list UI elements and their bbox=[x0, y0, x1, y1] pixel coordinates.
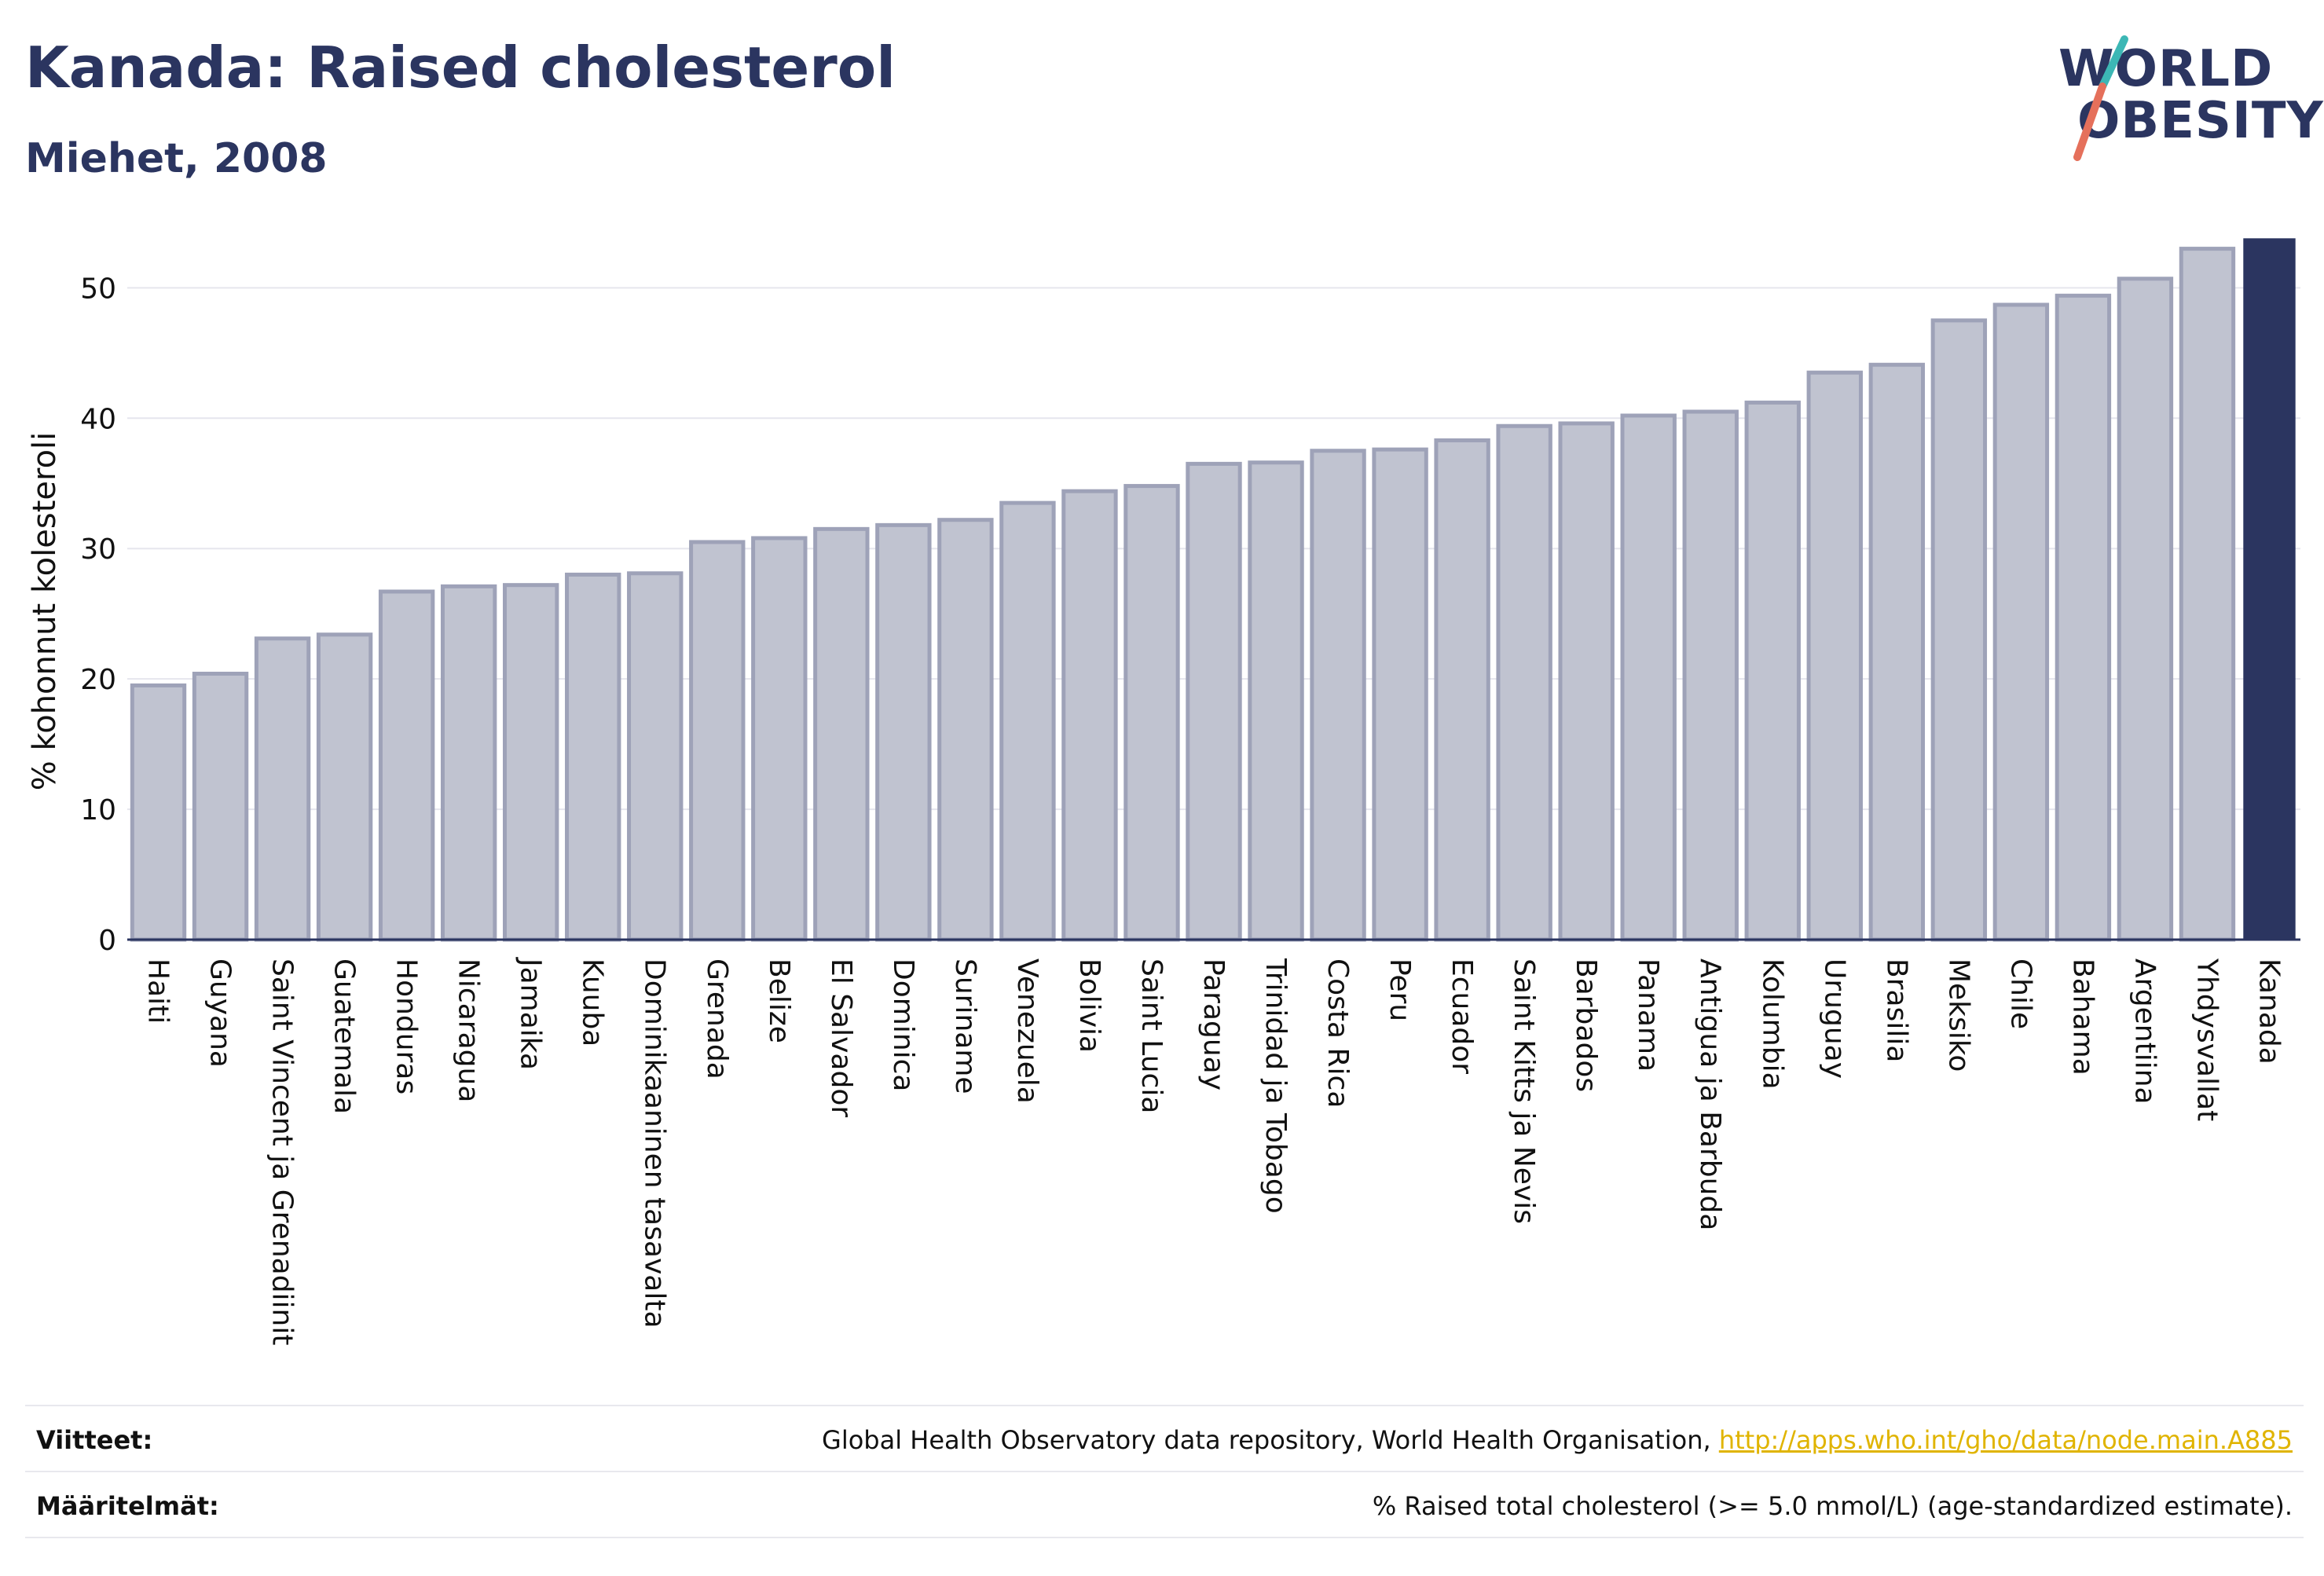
logo-slash-icon bbox=[2073, 35, 2128, 161]
definitions-value: % Raised total cholesterol (>= 5.0 mmol/… bbox=[1372, 1491, 2293, 1521]
x-tick-label: Uruguay bbox=[1818, 958, 1850, 1079]
bar bbox=[1868, 362, 1926, 942]
bar bbox=[1620, 413, 1677, 942]
x-tick-label: Honduras bbox=[390, 958, 423, 1094]
x-tick-label: Kuuba bbox=[577, 958, 609, 1046]
x-tick-label: Bahama bbox=[2066, 958, 2099, 1076]
bar bbox=[2243, 238, 2296, 940]
bar bbox=[1930, 318, 1988, 942]
x-tick-label: Antigua ja Barbuda bbox=[1694, 958, 1726, 1230]
y-tick-label: 0 bbox=[98, 925, 116, 957]
y-tick-label: 40 bbox=[80, 403, 116, 435]
bar bbox=[130, 683, 187, 942]
references-value: Global Health Observatory data repositor… bbox=[822, 1425, 2293, 1455]
x-tick-label: Saint Kitts ja Nevis bbox=[1508, 958, 1540, 1224]
bar bbox=[751, 536, 808, 942]
definitions-row: Määritelmät: % Raised total cholesterol … bbox=[25, 1471, 2304, 1538]
x-tick-label: Guatemala bbox=[328, 958, 361, 1114]
bar bbox=[2179, 247, 2236, 942]
bar bbox=[440, 584, 497, 942]
x-tick-label: Chile bbox=[2004, 958, 2036, 1029]
x-tick-label: Peru bbox=[1384, 958, 1416, 1021]
x-tick-label: Dominikaaninen tasavalta bbox=[639, 958, 671, 1329]
bar bbox=[1496, 423, 1552, 942]
x-tick-label: Dominica bbox=[887, 958, 919, 1092]
logo-line-2: OBESITY bbox=[2077, 92, 2324, 150]
y-axis-label: % kohonnut kolesteroli bbox=[27, 432, 63, 791]
bar bbox=[192, 672, 249, 942]
x-tick-label: Venezuela bbox=[1011, 958, 1043, 1104]
x-tick-label: Argentiina bbox=[2128, 958, 2161, 1105]
bar bbox=[875, 522, 932, 942]
references-row: Viitteet: Global Health Observatory data… bbox=[25, 1405, 2304, 1471]
bar bbox=[502, 583, 559, 942]
x-tick-label: Costa Rica bbox=[1321, 958, 1354, 1108]
bar bbox=[254, 636, 311, 942]
world-obesity-logo: WORLD OBESITY bbox=[2043, 31, 2323, 173]
bar bbox=[378, 589, 435, 942]
bar bbox=[999, 500, 1056, 942]
page-title: Kanada: Raised cholesterol bbox=[25, 35, 896, 101]
x-tick-label: Trinidad ja Tobago bbox=[1259, 958, 1292, 1214]
x-tick-label: Belize bbox=[763, 958, 795, 1043]
y-tick-label: 10 bbox=[80, 794, 116, 826]
x-tick-label: Meksiko bbox=[1942, 958, 1974, 1072]
bar bbox=[1682, 409, 1739, 942]
bar bbox=[627, 571, 684, 942]
bar bbox=[1558, 421, 1615, 942]
page-subtitle: Miehet, 2008 bbox=[25, 135, 328, 182]
references-text: Global Health Observatory data repositor… bbox=[822, 1425, 1711, 1455]
bar bbox=[1186, 461, 1242, 942]
y-tick-label: 30 bbox=[80, 533, 116, 566]
x-tick-label: Barbados bbox=[1570, 958, 1602, 1092]
bar bbox=[1061, 489, 1118, 942]
x-tick-label: Suriname bbox=[949, 958, 981, 1094]
references-link[interactable]: http://apps.who.int/gho/data/node.main.A… bbox=[1718, 1425, 2293, 1455]
bar bbox=[1744, 400, 1801, 942]
y-tick-label: 20 bbox=[80, 664, 116, 696]
x-tick-label: Saint Vincent ja Grenadiinit bbox=[266, 958, 299, 1346]
bar bbox=[1806, 370, 1863, 942]
bar bbox=[1248, 460, 1304, 942]
bar bbox=[813, 526, 870, 942]
x-tick-label: Nicaragua bbox=[453, 958, 485, 1102]
bar bbox=[689, 540, 746, 942]
bar bbox=[1992, 302, 2050, 942]
x-tick-label: Brasilia bbox=[1880, 958, 1912, 1062]
bar bbox=[565, 572, 621, 942]
y-tick-label: 50 bbox=[80, 273, 116, 305]
x-tick-label: Paraguay bbox=[1197, 958, 1230, 1090]
bar bbox=[1434, 438, 1490, 942]
logo-line-1: WORLD bbox=[2058, 40, 2274, 98]
bar-chart: 0 10 20 30 40 50 % kohonnut kolesteroli Haiti Gu… bbox=[27, 238, 2300, 1346]
x-tick-label: Ecuador bbox=[1446, 958, 1478, 1074]
bar bbox=[316, 632, 373, 942]
x-tick-label: Bolivia bbox=[1073, 958, 1105, 1053]
x-tick-label: Saint Lucia bbox=[1135, 958, 1167, 1113]
bar bbox=[2117, 277, 2174, 942]
bar bbox=[937, 518, 994, 942]
x-tick-label: Yhdysvallat bbox=[2190, 958, 2223, 1121]
bar bbox=[2055, 293, 2112, 942]
x-tick-label: Haiti bbox=[142, 958, 174, 1024]
x-tick-label: Guyana bbox=[204, 958, 236, 1068]
x-tick-label: Jamaika bbox=[515, 957, 547, 1070]
definitions-label: Määritelmät: bbox=[36, 1491, 219, 1521]
x-tick-label: El Salvador bbox=[825, 958, 857, 1117]
x-tick-label: Kanada bbox=[2253, 958, 2285, 1065]
bar bbox=[1372, 447, 1428, 942]
references-label: Viitteet: bbox=[36, 1425, 153, 1455]
bar bbox=[1124, 484, 1180, 942]
x-tick-label: Grenada bbox=[701, 958, 733, 1079]
bar bbox=[1310, 449, 1366, 942]
x-tick-label: Kolumbia bbox=[1756, 958, 1788, 1090]
x-tick-label: Panama bbox=[1632, 958, 1664, 1072]
